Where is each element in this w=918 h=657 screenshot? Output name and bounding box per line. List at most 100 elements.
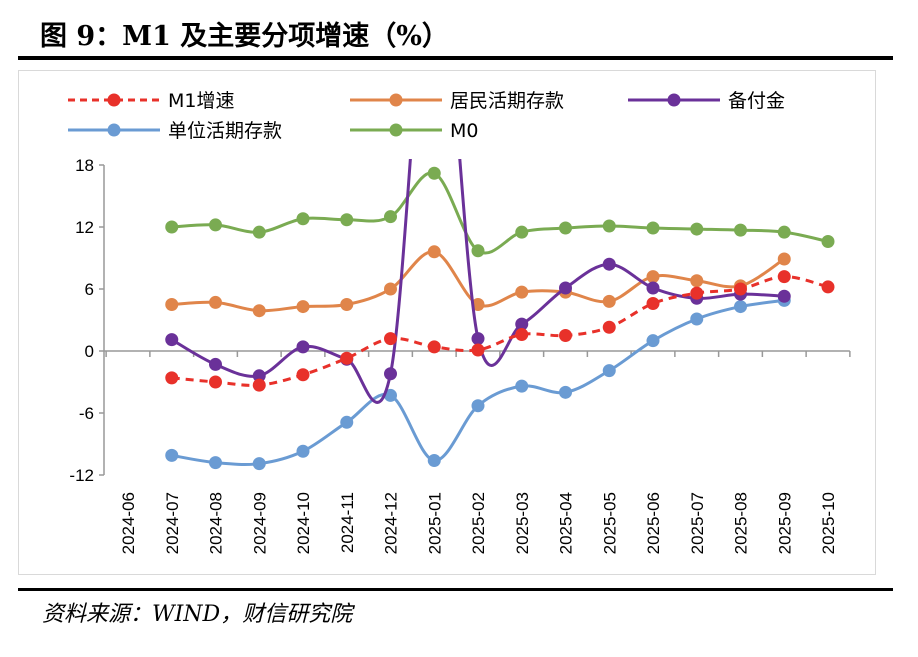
- data-point: [821, 280, 835, 294]
- data-point: [471, 399, 485, 413]
- y-tick-label: 6: [85, 280, 94, 299]
- data-point: [165, 298, 179, 311]
- y-tick-label: 18: [75, 156, 94, 175]
- data-point: [296, 212, 310, 226]
- title-rule: [18, 56, 893, 60]
- data-point: [296, 368, 310, 382]
- legend-label: 单位活期存款: [168, 120, 282, 142]
- data-point: [252, 304, 266, 318]
- data-point: [646, 296, 660, 310]
- x-tick-label: 2024-12: [382, 492, 401, 554]
- data-point: [515, 317, 529, 331]
- data-point: [734, 282, 747, 296]
- data-point: [559, 221, 572, 235]
- x-tick-label: 2025-07: [688, 492, 707, 554]
- data-point: [252, 369, 266, 383]
- bottom-rule: [18, 588, 893, 591]
- data-point: [165, 220, 179, 234]
- legend-item: M0: [350, 120, 478, 142]
- data-point: [646, 221, 660, 235]
- data-point: [690, 274, 704, 288]
- x-tick-label: 2024-06: [119, 492, 138, 554]
- data-point: [340, 351, 354, 365]
- legend-item: M1增速: [68, 90, 234, 112]
- data-point: [427, 454, 441, 468]
- legend-marker: [667, 93, 681, 107]
- data-point: [734, 223, 747, 237]
- legend-label: M0: [450, 120, 478, 142]
- series-line: [171, 275, 829, 387]
- x-tick-label: 2024-10: [294, 492, 313, 554]
- legend-item: 单位活期存款: [68, 120, 282, 142]
- data-point: [340, 298, 354, 311]
- data-point: [734, 300, 747, 314]
- data-point: [821, 234, 835, 248]
- chart-frame: [18, 70, 876, 575]
- x-tick-label: 2025-04: [557, 492, 576, 554]
- data-point: [602, 294, 616, 308]
- data-point: [690, 286, 704, 300]
- legend-item: 备付金: [628, 90, 785, 112]
- x-tick-label: 2024-08: [207, 492, 226, 554]
- data-point: [690, 222, 704, 236]
- data-point: [427, 340, 441, 354]
- legend-label: 居民活期存款: [450, 90, 564, 112]
- x-tick-label: 2024-07: [163, 492, 182, 554]
- data-point: [384, 367, 397, 381]
- data-point: [165, 448, 179, 462]
- data-point: [296, 300, 310, 314]
- data-point: [559, 385, 572, 399]
- data-point: [209, 375, 222, 389]
- data-point: [646, 334, 660, 348]
- data-point: [384, 282, 397, 296]
- data-point: [252, 378, 266, 392]
- legend-marker: [107, 123, 121, 137]
- data-point: [777, 289, 791, 303]
- data-point: [165, 333, 179, 347]
- series-4: [165, 166, 835, 258]
- legend-item: 居民活期存款: [350, 90, 564, 112]
- x-tick-label: 2025-08: [732, 492, 751, 554]
- x-tick-label: 2025-09: [775, 492, 794, 554]
- data-point: [340, 415, 354, 429]
- y-tick-label: -6: [79, 404, 94, 423]
- legend-marker: [389, 123, 403, 137]
- data-point: [427, 166, 441, 180]
- data-point: [209, 295, 222, 309]
- data-point: [646, 281, 660, 295]
- data-point: [690, 312, 704, 326]
- data-point: [471, 332, 485, 346]
- data-point: [384, 388, 397, 402]
- data-point: [602, 320, 616, 334]
- data-point: [777, 225, 791, 239]
- x-tick-label: 2025-05: [600, 492, 619, 554]
- x-tick-label: 2025-06: [644, 492, 663, 554]
- legend-label: 备付金: [728, 90, 785, 112]
- y-tick-label: -12: [69, 466, 94, 485]
- legend-marker: [107, 93, 121, 107]
- data-point: [427, 245, 441, 259]
- data-point: [515, 285, 529, 299]
- data-point: [602, 364, 616, 378]
- data-point: [209, 357, 222, 371]
- data-point: [471, 343, 485, 357]
- data-point: [515, 379, 529, 393]
- series-line: [171, 171, 829, 255]
- series-3: [165, 293, 791, 471]
- data-point: [777, 270, 791, 284]
- data-point: [559, 281, 572, 295]
- y-tick-label: 0: [85, 342, 94, 361]
- data-point: [602, 219, 616, 233]
- data-point: [165, 371, 179, 385]
- figure-title: 图 9：M1 及主要分项增速（%）: [40, 21, 449, 52]
- series-2: [165, 159, 791, 404]
- data-point: [559, 329, 572, 342]
- x-tick-label: 2024-09: [250, 492, 269, 554]
- data-point: [252, 225, 266, 239]
- data-point: [252, 457, 266, 471]
- data-point: [296, 340, 310, 354]
- data-point: [209, 456, 222, 470]
- data-point: [471, 298, 485, 311]
- legend-marker: [389, 93, 403, 107]
